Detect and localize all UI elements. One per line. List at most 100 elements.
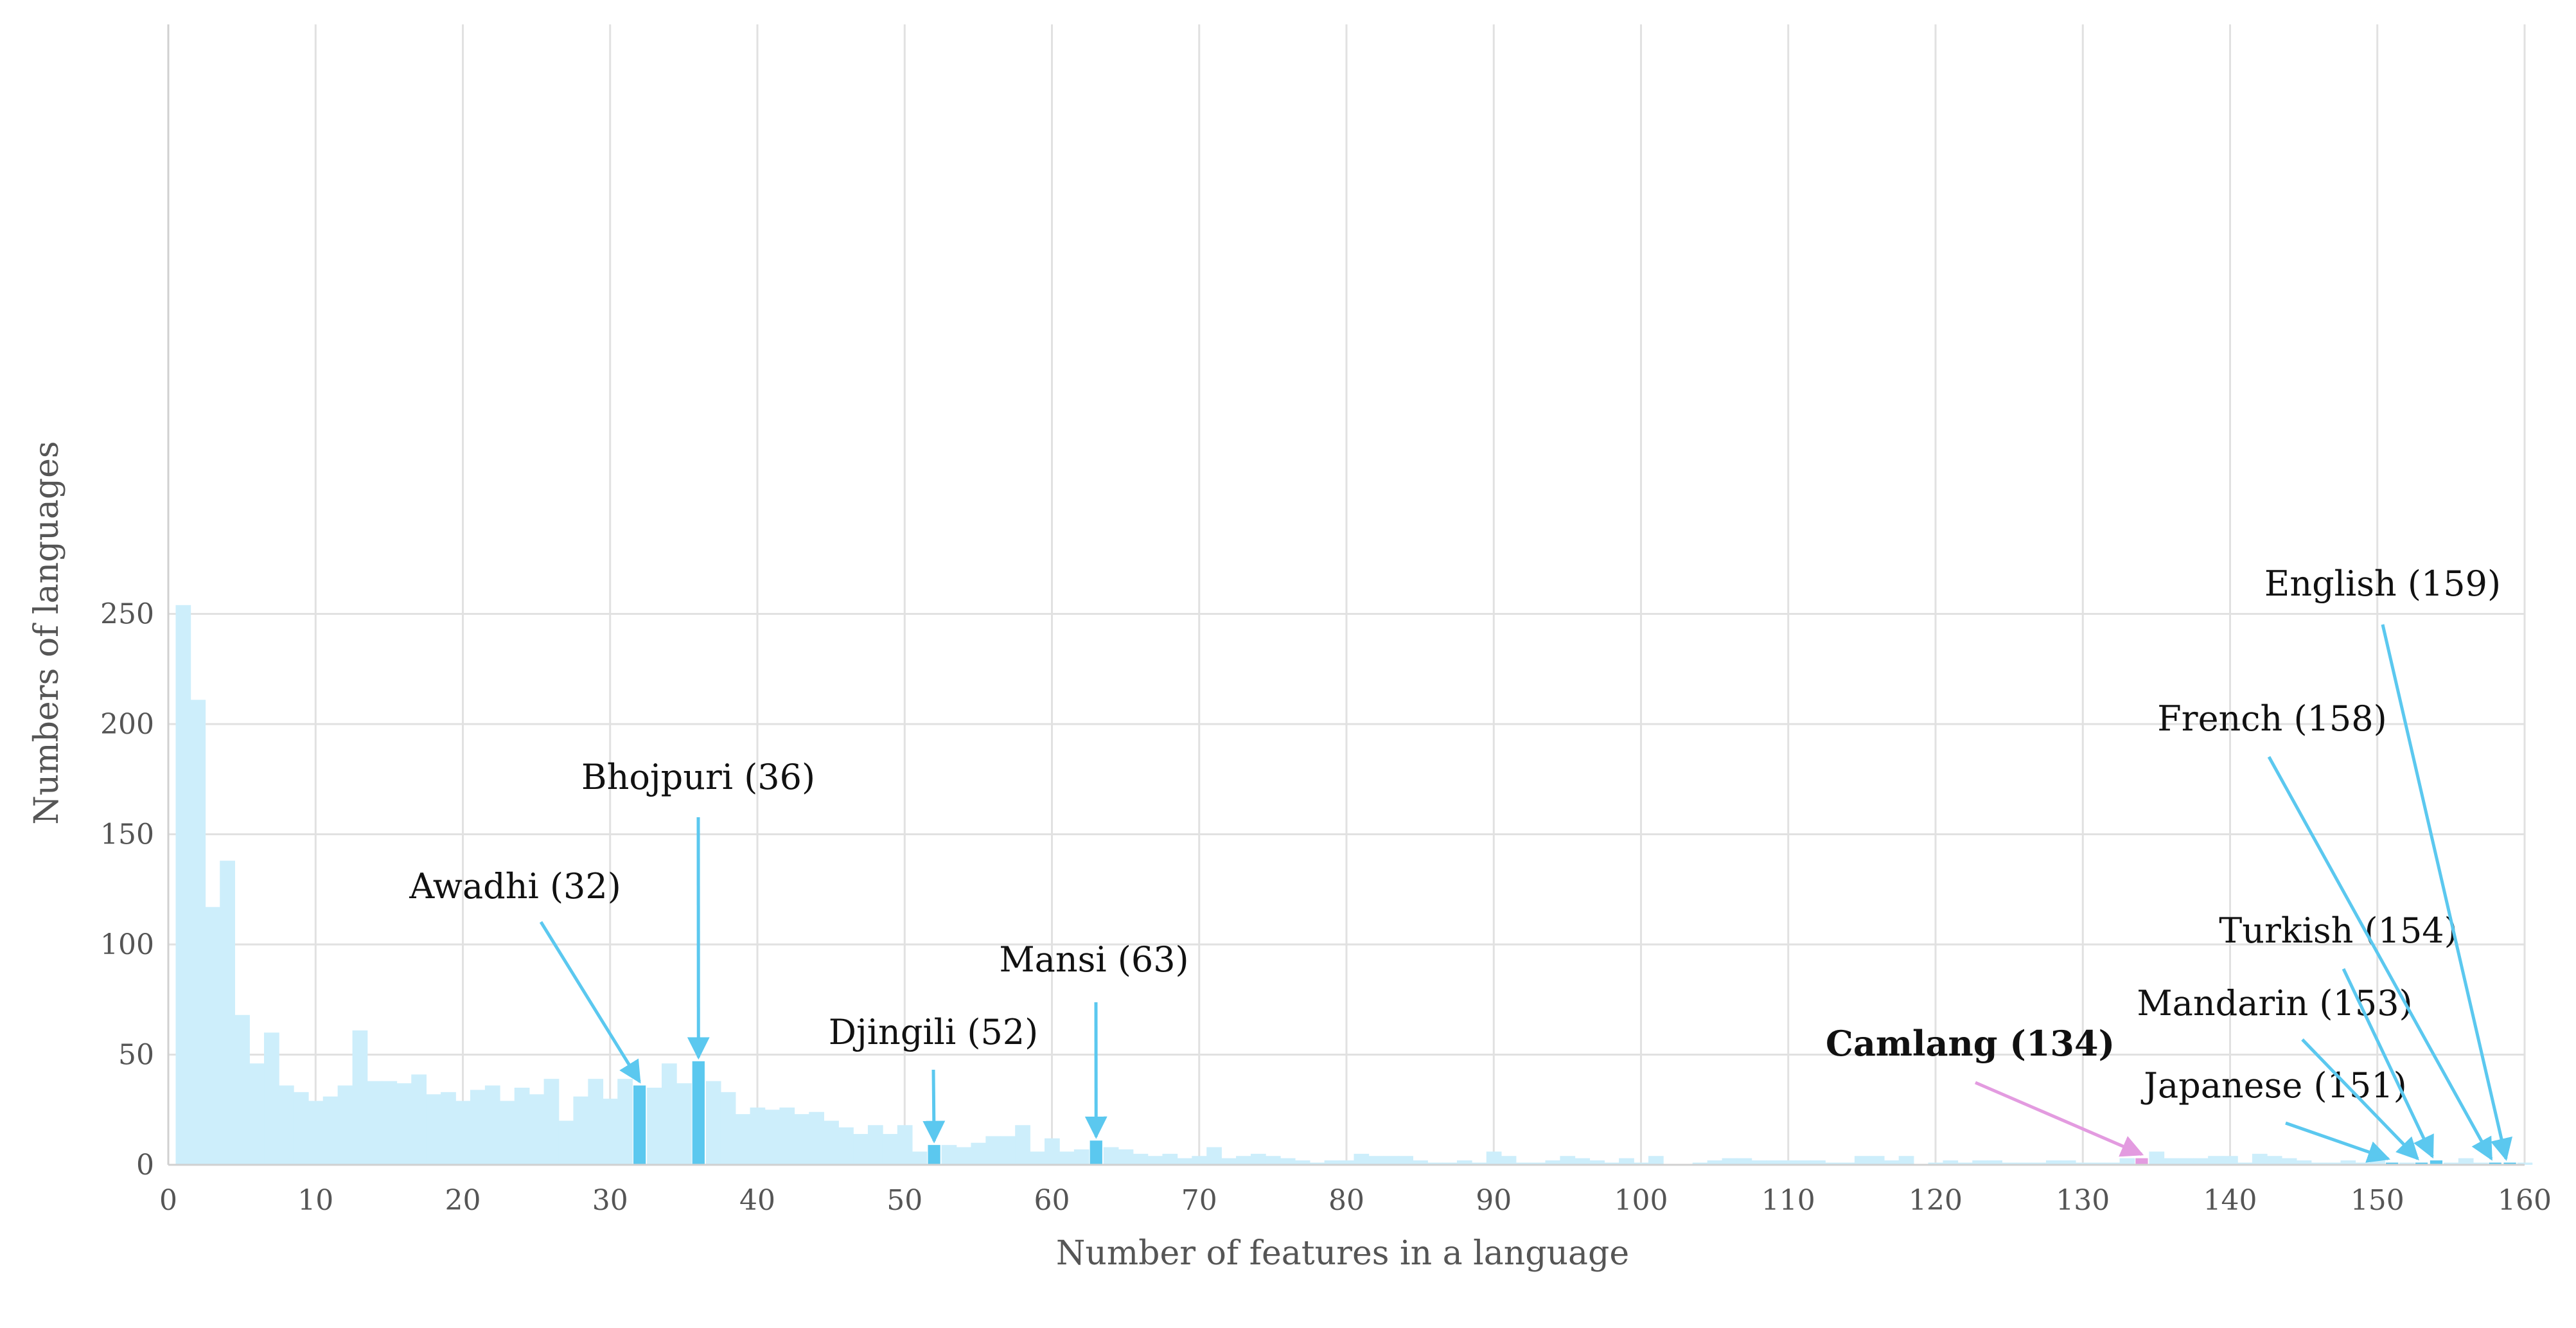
annotation-label: Awadhi (32) — [409, 866, 621, 907]
histogram-bar — [1766, 1160, 1782, 1165]
annotation-arrow — [2285, 1121, 2390, 1163]
histogram-bar — [1751, 1160, 1767, 1165]
highlight-bar — [2386, 1162, 2399, 1165]
histogram-bar — [661, 1063, 677, 1165]
histogram-bar — [514, 1087, 530, 1165]
histogram-bar — [1265, 1156, 1281, 1165]
x-tick-label: 150 — [2351, 1184, 2404, 1217]
histogram-bar — [2164, 1158, 2180, 1165]
histogram-bar — [249, 1063, 265, 1165]
histogram-bar — [1250, 1153, 1266, 1165]
histogram-bar — [912, 1151, 928, 1165]
annotation-arrow — [2301, 1038, 2419, 1161]
annotation-arrow — [539, 921, 641, 1084]
histogram-bar — [2311, 1162, 2327, 1165]
histogram-bar — [573, 1096, 589, 1165]
histogram-bar — [499, 1101, 515, 1165]
annotation-arrow — [1975, 1081, 2144, 1157]
histogram-bar — [985, 1136, 1001, 1165]
histogram-bar — [1059, 1151, 1075, 1165]
histogram-bar — [1634, 1162, 1649, 1165]
histogram-bar — [1206, 1147, 1222, 1165]
histogram-bar — [2178, 1158, 2194, 1165]
histogram-bar — [1162, 1153, 1178, 1165]
histogram-bar — [2399, 1162, 2415, 1165]
x-tick-label: 40 — [739, 1184, 775, 1217]
histogram-bar — [1383, 1156, 1399, 1165]
histogram-bar — [1898, 1156, 1914, 1165]
histogram-bar — [1398, 1156, 1413, 1165]
histogram-bar — [1589, 1160, 1605, 1165]
histogram-bar — [2002, 1162, 2017, 1165]
histogram-bar — [220, 860, 235, 1165]
histogram-bar — [1530, 1162, 1546, 1165]
highlight-bar — [2503, 1162, 2516, 1165]
histogram-bar — [2060, 1160, 2076, 1165]
histogram-bar — [1427, 1162, 1443, 1165]
histogram-bar — [2340, 1160, 2356, 1165]
annotation-arrow — [2342, 968, 2434, 1159]
histogram-bar — [2281, 1158, 2297, 1165]
y-axis-label: Numbers of languages — [28, 441, 66, 824]
highlight-bar — [692, 1061, 705, 1165]
histogram-bar — [1707, 1160, 1723, 1165]
histogram-bar — [1147, 1156, 1163, 1165]
x-tick-label: 10 — [297, 1184, 333, 1217]
histogram-bar — [720, 1092, 736, 1165]
annotation-label: English (159) — [2264, 563, 2501, 604]
histogram-bar — [2208, 1156, 2223, 1165]
histogram-bar — [1545, 1160, 1561, 1165]
highlight-bar — [2415, 1162, 2428, 1165]
histogram-bar — [2325, 1162, 2342, 1165]
histogram-bar — [190, 700, 206, 1165]
histogram-bar — [1073, 1149, 1090, 1165]
histogram-bar — [2223, 1156, 2238, 1165]
histogram-bar — [1354, 1153, 1370, 1165]
histogram-bar — [175, 605, 191, 1165]
annotation-label: French (158) — [2157, 698, 2386, 739]
histogram-bar — [1118, 1149, 1134, 1165]
histogram-bar — [470, 1090, 486, 1165]
histogram-bar — [2075, 1162, 2091, 1165]
histogram-bar — [1722, 1158, 1738, 1165]
histogram-bar — [2119, 1158, 2135, 1165]
histogram-bar — [1839, 1162, 1855, 1165]
highlight-bar — [2489, 1162, 2501, 1165]
highlight-bar — [928, 1145, 940, 1165]
histogram-bar — [1515, 1162, 1531, 1165]
histogram-bar — [1972, 1160, 1988, 1165]
histogram-bar — [779, 1107, 795, 1165]
histogram-bar — [1736, 1158, 1752, 1165]
histogram-bar — [1781, 1160, 1797, 1165]
histogram-bar — [1795, 1160, 1811, 1165]
histogram-bar — [1854, 1156, 1870, 1165]
histogram-bar — [205, 907, 221, 1165]
annotation-label: Turkish (154) — [2219, 910, 2457, 951]
histogram-bar — [853, 1133, 869, 1165]
histogram-bar — [293, 1092, 309, 1165]
histogram-bar — [1943, 1160, 1959, 1165]
histogram-bar — [1442, 1162, 1458, 1165]
histogram-bar — [956, 1147, 972, 1165]
histogram-bar — [234, 1014, 250, 1165]
x-tick-label: 130 — [2056, 1184, 2110, 1217]
histogram-bar — [735, 1114, 751, 1165]
histogram-bar — [764, 1110, 781, 1165]
histogram-bar — [1501, 1156, 1517, 1165]
histogram-bar — [2458, 1158, 2474, 1165]
x-tick-label: 160 — [2498, 1184, 2552, 1217]
x-tick-label: 90 — [1476, 1184, 1512, 1217]
histogram-bar — [809, 1111, 824, 1165]
histogram-bar — [1957, 1162, 1973, 1165]
histogram-bar — [2016, 1162, 2032, 1165]
annotation-label: Bhojpuri (36) — [581, 757, 815, 797]
histogram-bar — [1103, 1147, 1119, 1165]
histogram-bar — [1280, 1158, 1296, 1165]
histogram-bar — [2296, 1160, 2312, 1165]
annotation-label: Japanese (151) — [2140, 1065, 2406, 1106]
histogram-bar — [1192, 1156, 1208, 1165]
histogram-bar — [603, 1099, 619, 1165]
histogram-bar — [1648, 1156, 1664, 1165]
histogram-bar — [1221, 1158, 1237, 1165]
y-tick-label: 50 — [118, 1039, 154, 1072]
